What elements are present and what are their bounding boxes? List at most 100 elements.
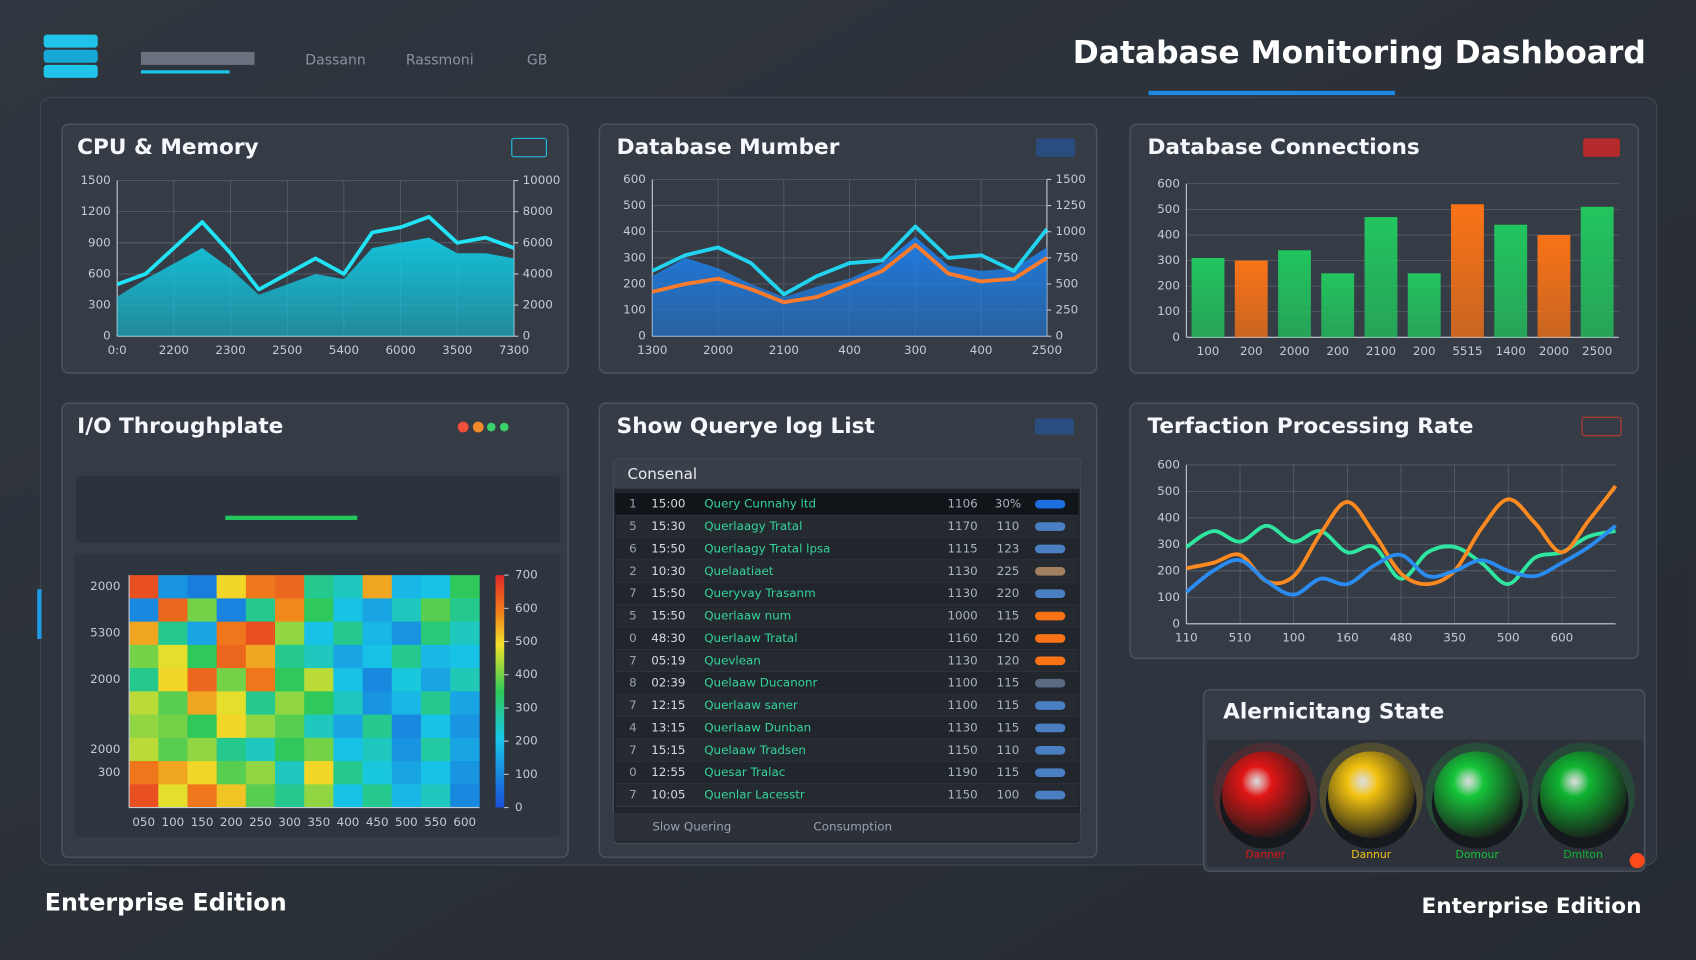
heat-cell: [450, 621, 480, 646]
heat-cell: [129, 784, 159, 808]
heat-cell: [333, 668, 363, 692]
heat-cell: [450, 784, 480, 808]
line: [1185, 524, 1617, 597]
panel-title: Database Mumber: [617, 135, 840, 160]
row-query: Queryvay Trasanm: [704, 586, 815, 600]
row-percent: 110: [997, 519, 1020, 533]
panel-title: I/O Throughplate: [77, 414, 283, 439]
table-footer-label: Consumption: [813, 820, 892, 834]
row-time: 10:05: [651, 788, 685, 802]
x-tick-label: 2100: [769, 343, 799, 357]
x-tick-label: 200: [1240, 344, 1263, 358]
panel-button[interactable]: [511, 137, 547, 158]
heat-cell: [158, 621, 188, 646]
colorbar-label: 300: [515, 700, 538, 714]
heat-cell: [275, 737, 305, 762]
row-count: 1190: [947, 765, 977, 779]
table-row: [615, 716, 1079, 740]
nav-item[interactable]: Dassann: [305, 53, 365, 69]
heat-cell: [158, 598, 188, 622]
heat-cell: [391, 644, 422, 669]
row-status: [1035, 611, 1066, 621]
heat-cell: [304, 575, 334, 599]
row-time: 10:30: [651, 564, 685, 578]
heat-cell: [275, 761, 305, 785]
heat-cell: [333, 714, 363, 739]
y2-tick-label: 10000: [523, 173, 561, 187]
heat-cell: [187, 691, 217, 715]
colorbar-label: 0: [515, 800, 523, 814]
y-tick-label: 600: [88, 266, 111, 280]
row-id: 7: [629, 586, 637, 600]
row-percent: 115: [997, 765, 1020, 779]
nav-item[interactable]: Rassmoni: [406, 53, 474, 69]
heat-cell: [275, 784, 305, 808]
panel-button[interactable]: [1036, 138, 1076, 157]
x-tick-label: 5515: [1452, 344, 1482, 358]
heat-cell: [304, 784, 334, 808]
row-id: 6: [629, 541, 637, 555]
row-time: 12:55: [651, 765, 685, 779]
row-query: Querlaaw saner: [704, 698, 798, 712]
heat-cell: [245, 621, 276, 646]
y-tick-label: 5300: [90, 626, 120, 640]
panel-button[interactable]: [1035, 418, 1074, 435]
y-tick-label: 100: [1157, 304, 1180, 318]
heat-cell: [187, 761, 217, 785]
row-id: 4: [629, 720, 637, 734]
row-query: Quelaatiaet: [704, 564, 774, 578]
heat-cell: [245, 761, 276, 785]
heat-cell: [216, 784, 247, 808]
heat-cell: [391, 714, 422, 739]
heat-cell: [333, 598, 363, 622]
y-tick-label: 400: [1157, 227, 1180, 241]
heat-cell: [450, 761, 480, 785]
x-tick-label: 350: [1443, 630, 1466, 644]
row-count: 1160: [947, 631, 977, 645]
heat-cell: [450, 714, 480, 739]
title-underline: [1148, 90, 1396, 96]
heat-cell: [420, 598, 451, 622]
row-status: [1035, 634, 1066, 643]
row-status: [1035, 499, 1066, 509]
y2-tick-label: 8000: [523, 204, 553, 218]
x-tick-label: 400: [970, 343, 993, 357]
heat-cell: [158, 714, 188, 739]
y-tick-label: 2000: [90, 672, 120, 686]
row-query: Querlaaw num: [704, 609, 791, 623]
line: [651, 242, 1048, 305]
heat-cell: [275, 691, 305, 715]
line: [651, 224, 1049, 297]
heat-cell: [362, 621, 393, 646]
row-id: 0: [629, 765, 637, 779]
heat-cell: [420, 575, 451, 599]
row-query: Quesar Tralac: [704, 765, 785, 779]
bar: [1494, 224, 1528, 338]
row-id: 7: [629, 788, 637, 802]
panel-button[interactable]: [1581, 416, 1622, 437]
table-row: [615, 694, 1079, 717]
x-tick-label: 2500: [1032, 343, 1062, 357]
heat-cell: [216, 598, 247, 622]
heat-cell: [391, 737, 422, 762]
row-time: 13:15: [651, 720, 685, 734]
table-row: [615, 627, 1079, 650]
x-tick-label: 600: [453, 815, 476, 829]
row-id: 5: [629, 609, 637, 623]
panel-button[interactable]: [1583, 138, 1620, 157]
table-row: [615, 582, 1079, 605]
row-count: 1106: [947, 497, 977, 511]
panel-title: Alernicitang State: [1223, 699, 1444, 724]
row-percent: 30%: [995, 497, 1021, 511]
heat-cell: [391, 761, 422, 785]
heat-cell: [333, 644, 363, 669]
heat-cell: [391, 784, 422, 808]
y-tick-label: 400: [623, 224, 646, 238]
heat-cell: [245, 598, 276, 622]
heat-cell: [420, 761, 451, 785]
nav-item[interactable]: GB: [527, 53, 548, 69]
y-tick-label: 1500: [80, 173, 110, 187]
row-time: 15:15: [651, 743, 685, 757]
heat-cell: [304, 691, 334, 715]
heat-cell: [245, 737, 276, 762]
